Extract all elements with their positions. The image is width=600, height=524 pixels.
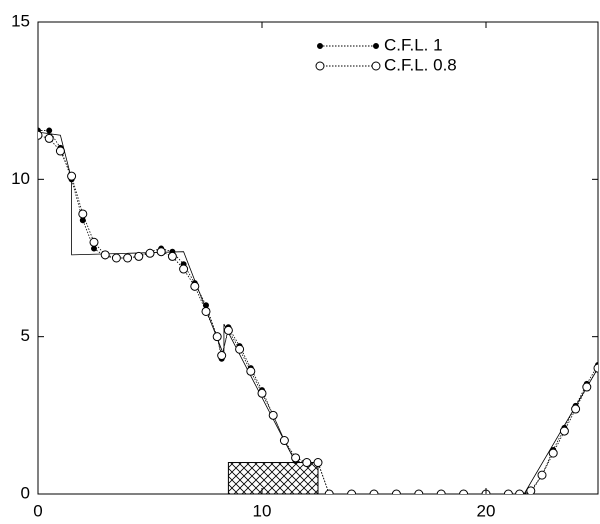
data-point [190, 281, 200, 291]
series-line [38, 134, 598, 494]
data-point [571, 404, 581, 414]
data-point [212, 332, 222, 342]
y-tick-label: 10 [11, 169, 30, 188]
data-point [291, 453, 301, 463]
data-point [313, 458, 323, 468]
data-point [111, 253, 121, 263]
obstacle [227, 462, 319, 494]
data-point [223, 325, 233, 335]
y-tick-label: 15 [11, 11, 30, 30]
plot-area [38, 127, 598, 494]
series-line [38, 130, 598, 494]
data-point [179, 264, 189, 274]
data-point [134, 251, 144, 261]
data-point [89, 237, 99, 247]
data-point [46, 127, 53, 134]
legend-marker [317, 43, 323, 49]
data-point [369, 489, 379, 494]
data-point [347, 489, 357, 494]
data-point [55, 146, 65, 156]
data-point [526, 486, 536, 494]
legend-marker [315, 61, 325, 71]
data-point [459, 489, 469, 494]
data-point [217, 351, 227, 361]
data-point [436, 489, 446, 494]
data-point [44, 133, 54, 143]
reference-line [38, 131, 598, 494]
data-point [201, 306, 211, 316]
x-tick-label: 0 [33, 501, 42, 520]
data-point [324, 489, 334, 494]
data-point [235, 344, 245, 354]
legend-marker [371, 61, 381, 71]
data-point [91, 245, 97, 252]
data-point [100, 250, 110, 260]
data-point [593, 363, 598, 373]
data-point [548, 448, 558, 458]
x-tick-label: 10 [253, 501, 272, 520]
data-point [156, 247, 166, 257]
data-point [203, 302, 209, 309]
data-point [268, 410, 278, 420]
data-point [167, 251, 177, 261]
data-point [515, 489, 525, 494]
y-tick-label: 0 [21, 483, 30, 502]
x-tick-label: 20 [477, 501, 496, 520]
data-point [257, 388, 267, 398]
data-point [559, 426, 569, 436]
data-point [582, 382, 592, 392]
data-point [503, 489, 513, 494]
legend-label: C.F.L. 0.8 [384, 55, 457, 74]
data-point [279, 436, 289, 446]
y-tick-label: 5 [21, 326, 30, 345]
legend-marker [373, 43, 379, 49]
data-point [414, 489, 424, 494]
data-point [246, 366, 256, 376]
data-point [67, 171, 77, 181]
data-point [38, 130, 43, 140]
data-point [145, 248, 155, 258]
data-point [123, 253, 133, 263]
legend-label: C.F.L. 1 [384, 35, 443, 54]
data-point [78, 209, 88, 219]
data-point [302, 458, 312, 468]
data-point [537, 470, 547, 480]
data-point [391, 489, 401, 494]
